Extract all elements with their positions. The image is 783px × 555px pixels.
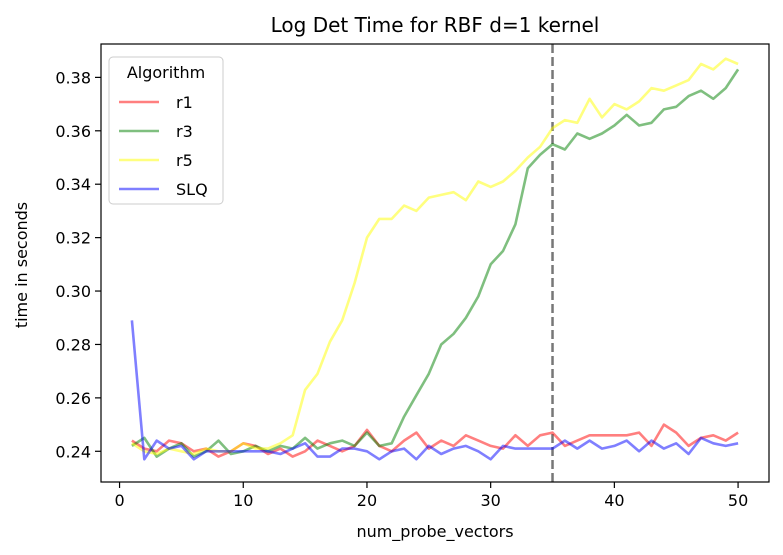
x-tick-label: 0 xyxy=(114,491,124,510)
y-tick-label: 0.32 xyxy=(55,229,91,248)
chart-title: Log Det Time for RBF d=1 kernel xyxy=(271,13,600,37)
x-tick-label: 10 xyxy=(233,491,253,510)
y-tick-label: 0.36 xyxy=(55,122,91,141)
series-line-r3 xyxy=(131,68,740,458)
y-tick-label: 0.28 xyxy=(55,335,91,354)
x-tick-label: 50 xyxy=(728,491,748,510)
y-axis-label: time in seconds xyxy=(12,202,31,328)
legend-label-slq: SLQ xyxy=(176,180,208,199)
y-tick-label: 0.30 xyxy=(55,282,91,301)
legend-label-r1: r1 xyxy=(176,93,193,112)
legend-frame xyxy=(108,56,224,205)
x-tick-label: 20 xyxy=(357,491,377,510)
legend-label-r5: r5 xyxy=(176,151,193,170)
series-line-r5 xyxy=(131,57,739,456)
x-tick-label: 30 xyxy=(480,491,500,510)
legend: Algorithm r1 r3 r5 SLQ xyxy=(108,56,224,205)
x-axis-label: num_probe_vectors xyxy=(356,522,513,542)
y-tick-label: 0.34 xyxy=(55,175,91,194)
legend-title: Algorithm xyxy=(127,63,205,82)
y-tick-label: 0.24 xyxy=(55,442,91,461)
axes-frame xyxy=(100,43,770,483)
x-tick-label: 40 xyxy=(604,491,624,510)
plot-area: 0 10 20 30 40 50 0.24 0.26 0.28 0.30 0.32 0.34 0.36 0… xyxy=(55,43,770,510)
y-tick-label: 0.26 xyxy=(55,389,91,408)
series-line-slq xyxy=(130,320,739,461)
y-tick-label: 0.38 xyxy=(55,68,91,87)
legend-label-r3: r3 xyxy=(176,122,193,141)
